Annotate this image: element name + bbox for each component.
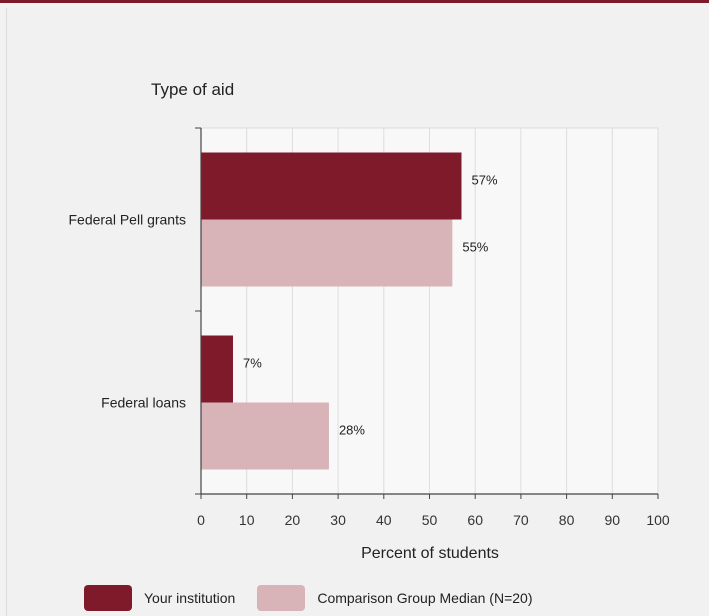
x-tick-label: 60: [467, 512, 483, 528]
legend-swatch-your-institution: [84, 585, 132, 611]
tick-labels: 0 10 20 30 40 50 60 70 80 90 100: [197, 512, 670, 528]
x-tick-label: 40: [376, 512, 392, 528]
chart-title: Type of aid: [151, 80, 234, 99]
bar: [201, 335, 233, 403]
x-tick-label: 30: [330, 512, 346, 528]
x-tick-label: 0: [197, 512, 205, 528]
bar-value-label: 57%: [471, 173, 497, 188]
bar: [201, 152, 462, 220]
top-accent-rule: [0, 0, 709, 3]
x-tick-label: 100: [646, 512, 670, 528]
x-tick-label: 80: [559, 512, 575, 528]
legend-item-your-institution[interactable]: Your institution: [84, 585, 235, 611]
x-tick-label: 70: [513, 512, 529, 528]
x-tick-label: 90: [605, 512, 621, 528]
bar: [201, 402, 329, 470]
category-labels: Federal Pell grants Federal loans: [68, 212, 186, 411]
bar-value-label: 55%: [462, 240, 488, 255]
category-label: Federal loans: [101, 395, 186, 411]
legend-label-your-institution: Your institution: [144, 590, 236, 606]
x-tick-label: 20: [285, 512, 301, 528]
legend: Your institution Comparison Group Median…: [84, 584, 554, 612]
bar-value-label: 7%: [243, 356, 262, 371]
legend-label-comparison-group: Comparison Group Median (N=20): [317, 590, 533, 606]
bar-value-label: 28%: [339, 423, 365, 438]
category-label: Federal Pell grants: [68, 212, 186, 228]
x-tick-label: 10: [239, 512, 255, 528]
bar-labels: 57% 55% 7% 28%: [243, 173, 498, 438]
x-axis-label: Percent of students: [361, 545, 499, 562]
legend-item-comparison-group[interactable]: Comparison Group Median (N=20): [257, 585, 532, 611]
x-tick-label: 50: [422, 512, 438, 528]
legend-swatch-comparison-group: [257, 585, 306, 611]
bar-chart: Type of aid 57% 55% 7% 28% Federal Pell gra…: [68, 80, 670, 562]
axes: [195, 127, 659, 499]
bar: [201, 219, 453, 287]
bars: [201, 152, 462, 470]
